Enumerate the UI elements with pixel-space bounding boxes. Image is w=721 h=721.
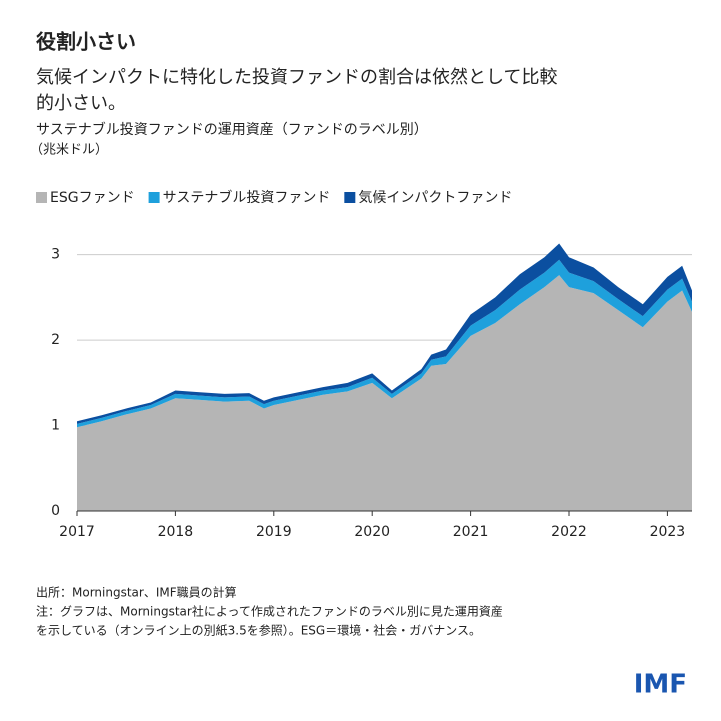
area [77,259,692,428]
y-tick-label: 0 [51,503,60,519]
x-tick-label: 2019 [256,524,292,540]
x-tick-label: 2023 [650,524,686,540]
y-tick-label: 2 [51,332,60,348]
legend-swatch [148,192,160,203]
unit: （兆米ドル） [30,143,108,158]
x-tick-label: 2021 [453,524,489,540]
subtitle: 気候インパクトに特化した投資ファンドの割合は依然として比較 [36,67,557,88]
note: を示している（オンライン上の別紙3.5を参照）。ESG＝環境・社会・ガバナンス。 [36,623,481,638]
area [77,243,692,424]
legend-label: サステナブル投資ファンド [163,189,331,206]
legend-label: 気候インパクトファンド [358,190,512,206]
x-tick-label: 2020 [354,524,390,540]
note: 注：グラフは、Morningstar社によって作成されたファンドのラベル別に見た… [36,604,503,619]
source: 出所：Morningstar、IMF職員の計算 [36,585,237,600]
subtitle: 的小さい。 [36,93,126,114]
x-tick-label: 2018 [158,524,194,540]
y-tick-label: 1 [51,418,60,434]
logo: IMF [634,670,687,700]
x-tick-label: 2022 [551,524,587,540]
x-tick-label: 2017 [59,524,95,540]
title: 役割小さい [36,30,136,54]
y-tick-label: 3 [51,247,60,263]
area [77,275,692,511]
legend-label: ESGファンド [50,190,135,206]
legend-swatch [36,192,47,203]
chart-title: サステナブル投資ファンドの運用資産（ファンドのラベル別） [36,121,428,138]
legend-swatch [344,192,356,203]
